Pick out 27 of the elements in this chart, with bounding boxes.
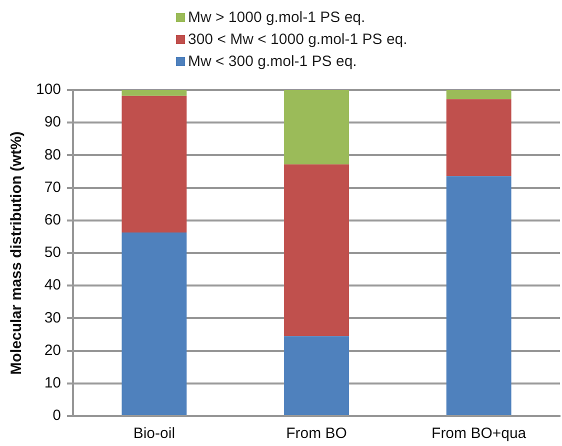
legend-label: Mw < 300 g.mol-1 PS eq. [188,52,357,70]
bar [446,99,512,176]
y-tick-label: 100 [36,81,62,98]
bar [284,164,349,336]
bar [284,90,349,164]
y-tick-label: 90 [44,114,62,131]
y-tick-label: 20 [44,342,62,359]
y-tick-label: 70 [44,178,62,196]
bar [446,176,512,415]
bar [446,90,512,100]
x-tick-label: Bio-oil [133,425,176,442]
bar [122,96,187,232]
y-tick-label: 80 [44,146,62,164]
bar [122,90,187,96]
y-axis-title: Molecular mass distribution (wt%) [8,131,26,375]
y-tick-label: 40 [44,276,62,294]
legend-label: 300 < Mw < 1000 g.mol-1 PS eq. [188,30,408,48]
y-tick-label: 60 [44,212,62,229]
x-tick-label: From BO+qua [432,425,527,442]
x-tick-label: From BO [286,425,347,442]
y-tick-label: 10 [44,374,62,392]
legend-label: Mw > 1000 g.mol-1 PS eq. [188,8,366,26]
bar [284,336,349,415]
y-tick-label: 30 [44,309,62,326]
y-tick-label: 0 [52,407,62,424]
bar [122,232,187,415]
y-tick-label: 50 [44,244,62,262]
